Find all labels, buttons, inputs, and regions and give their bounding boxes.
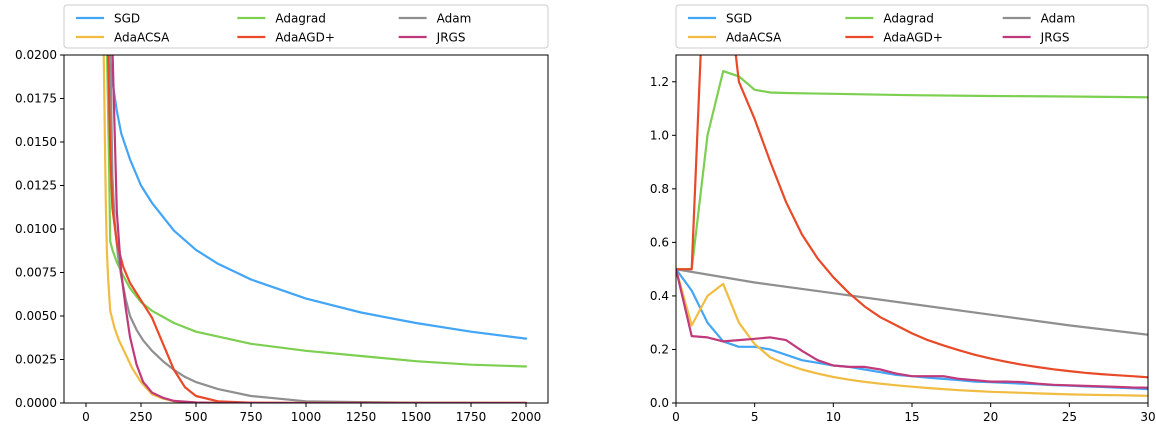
series-line-adagrad: [105, 55, 528, 368]
legend-box: [63, 4, 549, 49]
x-tick-label: 1250: [346, 410, 377, 424]
y-tick-label: 0.0: [650, 396, 669, 410]
x-tick-label: 20: [983, 410, 998, 424]
series-line-adaagd-: [676, 55, 1148, 379]
x-tick-label: 0: [82, 410, 90, 424]
legend-label: Adagrad: [883, 12, 934, 26]
series-line-jrgs: [111, 55, 528, 403]
legend-label: Adam: [437, 12, 472, 26]
y-tick-label: 0.0025: [15, 353, 57, 367]
x-tick-label: 25: [1062, 410, 1077, 424]
y-tick-label: 0.6: [650, 235, 669, 249]
series-line-adaacsa: [102, 55, 528, 403]
y-tick-label: 0.0200: [15, 48, 57, 62]
x-tick-label: 1000: [291, 410, 322, 424]
x-tick-label: 2000: [511, 410, 542, 424]
series-line-jrgs: [676, 268, 1148, 389]
legend-label: AdaAGD+: [275, 31, 335, 45]
x-tick-label: 15: [904, 410, 919, 424]
y-tick-label: 0.2: [650, 342, 669, 356]
plot-area: [676, 55, 1148, 397]
plot-area: [102, 55, 528, 403]
y-tick-label: 1.0: [650, 128, 669, 142]
legend-label: AdaACSA: [114, 31, 170, 45]
y-tick-label: 0.0075: [15, 266, 57, 280]
legend-label: JRGS: [1040, 31, 1070, 45]
series-line-adagrad: [676, 69, 1148, 271]
legend-label: AdaACSA: [726, 31, 782, 45]
x-tick-label: 10: [826, 410, 841, 424]
x-tick-label: 1750: [456, 410, 487, 424]
legend: SGD Adagrad Adam AdaACSA AdaAGD+ JRGS: [63, 4, 549, 49]
chart-panel-1: 0 250 500 750 1000 1250 1500 1750 2000 0.0000 0.00…: [15, 4, 549, 424]
y-tick-label: 0.0050: [15, 309, 57, 323]
y-tick-label: 0.4: [650, 289, 669, 303]
y-tick-label: 1.2: [650, 75, 669, 89]
series-line-adam: [109, 55, 528, 403]
y-tick-label: 0.8: [650, 182, 669, 196]
y-tick-label: 0.0150: [15, 135, 57, 149]
series-line-adam: [676, 268, 1148, 336]
series-line-adaacsa: [676, 268, 1148, 397]
series-line-adaagd-: [107, 55, 528, 403]
legend-label: SGD: [726, 12, 752, 26]
legend-label: AdaAGD+: [883, 31, 943, 45]
y-tick-label: 0.0175: [15, 92, 57, 106]
x-tick-label: 250: [130, 410, 153, 424]
x-tick-label: 500: [185, 410, 208, 424]
x-tick-label: 1500: [401, 410, 432, 424]
x-tick-label: 750: [240, 410, 263, 424]
legend-label: SGD: [114, 12, 140, 26]
y-tick-label: 0.0100: [15, 222, 57, 236]
legend-label: JRGS: [436, 31, 466, 45]
series-line-sgd: [108, 55, 528, 340]
x-tick-label: 30: [1140, 410, 1155, 424]
y-tick-label: 0.0000: [15, 396, 57, 410]
chart-panel-2: 0 5 10 15 20 25 30 0.0 0.2 0.4 0.6 0.8 1.0 1.2 SGD Adag…: [650, 4, 1156, 424]
x-tick-label: 5: [751, 410, 759, 424]
legend-label: Adam: [1041, 12, 1076, 26]
y-tick-label: 0.0125: [15, 179, 57, 193]
x-tick-label: 0: [672, 410, 680, 424]
legend-label: Adagrad: [275, 12, 326, 26]
legend: SGD Adagrad Adam AdaACSA AdaAGD+ JRGS: [675, 4, 1149, 49]
axes-frame: [675, 54, 1149, 404]
